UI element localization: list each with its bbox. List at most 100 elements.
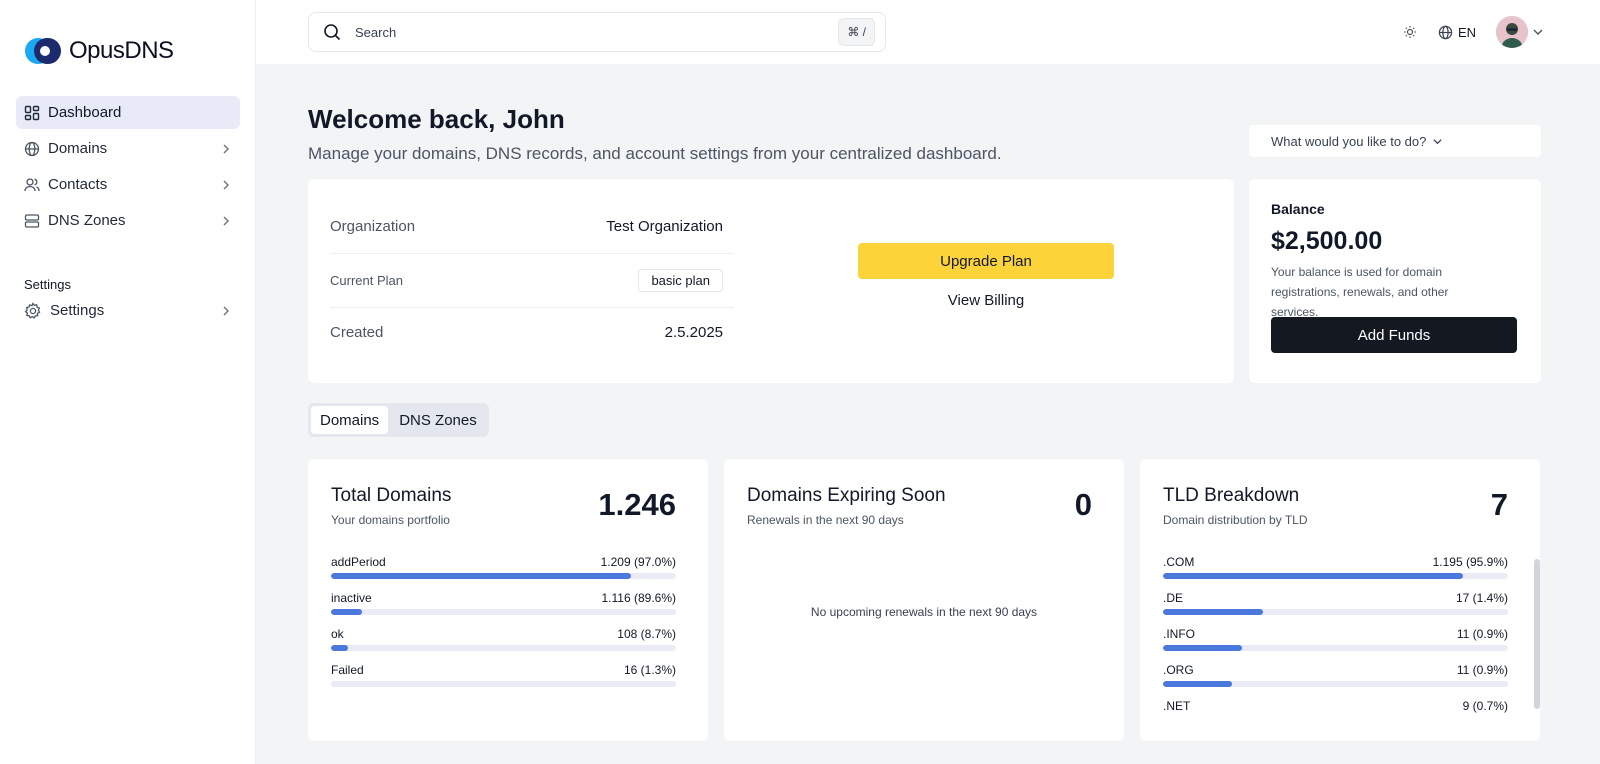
card-subtitle: Your domains portfolio xyxy=(331,513,450,527)
balance-description: Your balance is used for domain registra… xyxy=(1271,265,1449,319)
sidebar-item-domains[interactable]: Domains xyxy=(16,132,240,165)
main-content: Welcome back, John Manage your domains, … xyxy=(256,64,1600,764)
row-label: .ORG xyxy=(1163,663,1194,677)
card-count: 7 xyxy=(1490,487,1508,522)
brand-name: OpusDNS xyxy=(69,37,174,64)
quick-action-select[interactable]: What would you like to do? xyxy=(1249,125,1541,157)
row-value: 17 (1.4%) xyxy=(1455,591,1508,605)
divider xyxy=(330,307,734,308)
organization-card: Organization Test Organization Current P… xyxy=(308,179,1234,383)
total-domains-card: Total Domains Your domains portfolio 1.2… xyxy=(308,459,708,741)
users-icon xyxy=(24,177,40,193)
card-title: TLD Breakdown xyxy=(1163,485,1300,506)
list-item: Failed 16 (1.3%) xyxy=(331,663,676,699)
card-subtitle: Domain distribution by TLD xyxy=(1163,513,1308,527)
progress-fill xyxy=(1163,681,1232,687)
theme-toggle-sun-icon[interactable] xyxy=(1402,24,1418,40)
topbar-actions: EN xyxy=(1402,14,1544,50)
progress-track xyxy=(1163,609,1508,615)
gear-icon xyxy=(24,301,42,320)
tld-breakdown-list: .COM 1.195 (95.9%) .DE 17 (1.4%) .INFO 11 (… xyxy=(1163,555,1508,735)
logo-mark-icon xyxy=(25,38,61,64)
plan-badge: basic plan xyxy=(638,269,723,292)
row-value: 1.209 (97.0%) xyxy=(600,555,676,569)
sidebar-item-label: Domains xyxy=(48,140,108,157)
scrollbar[interactable] xyxy=(1534,559,1540,709)
created-value: 2.5.2025 xyxy=(664,324,723,341)
search-box[interactable]: ⌘ / xyxy=(308,12,886,52)
progress-fill xyxy=(331,645,349,651)
logo[interactable]: OpusDNS xyxy=(25,37,174,65)
tab-dns-zones[interactable]: DNS Zones xyxy=(399,411,477,429)
expiring-domains-card: Domains Expiring Soon Renewals in the ne… xyxy=(724,459,1124,741)
server-icon xyxy=(24,213,40,229)
globe-icon xyxy=(24,141,40,157)
search-icon xyxy=(323,23,341,41)
progress-track xyxy=(1163,645,1508,651)
page-subtitle: Manage your domains, DNS records, and ac… xyxy=(308,144,1002,163)
add-funds-button[interactable]: Add Funds xyxy=(1271,317,1517,353)
created-label: Created xyxy=(330,324,384,341)
stats-tabs: Domains DNS Zones xyxy=(308,403,489,437)
tld-breakdown-card: TLD Breakdown Domain distribution by TLD… xyxy=(1140,459,1540,741)
upgrade-plan-button[interactable]: Upgrade Plan xyxy=(858,243,1114,279)
search-input[interactable] xyxy=(355,24,839,40)
balance-label: Balance xyxy=(1271,201,1325,217)
row-label: .COM xyxy=(1163,555,1195,569)
progress-track xyxy=(331,645,676,651)
tab-domains[interactable]: Domains xyxy=(311,406,389,434)
card-count: 1.246 xyxy=(598,487,676,522)
sidebar-item-label: Contacts xyxy=(48,176,108,193)
language-label: EN xyxy=(1457,24,1476,40)
progress-track xyxy=(1163,573,1508,579)
user-menu[interactable] xyxy=(1496,16,1544,48)
settings-heading: Settings xyxy=(24,277,71,292)
progress-fill xyxy=(331,573,632,579)
row-label: .INFO xyxy=(1163,627,1195,641)
list-item: addPeriod 1.209 (97.0%) xyxy=(331,555,676,591)
sidebar-item-settings[interactable]: Settings xyxy=(16,294,240,327)
view-billing-link[interactable]: View Billing xyxy=(947,292,1025,309)
sidebar-item-contacts[interactable]: Contacts xyxy=(16,168,240,201)
row-value: 11 (0.9%) xyxy=(1456,627,1508,641)
sidebar-item-label: Settings xyxy=(50,302,105,319)
progress-fill xyxy=(1163,609,1264,615)
settings-nav: Settings xyxy=(16,294,240,330)
list-item: .ORG 11 (0.9%) xyxy=(1163,663,1508,699)
card-header: Domains Expiring Soon Renewals in the ne… xyxy=(747,485,1092,527)
row-label: addPeriod xyxy=(331,555,386,569)
sidebar-item-dashboard[interactable]: Dashboard xyxy=(16,96,240,129)
progress-track xyxy=(1163,681,1508,687)
chevron-down-icon xyxy=(1532,26,1544,38)
card-title: Domains Expiring Soon xyxy=(747,485,946,506)
chevron-right-icon xyxy=(220,179,232,191)
card-header: TLD Breakdown Domain distribution by TLD… xyxy=(1163,485,1508,527)
chevron-right-icon xyxy=(220,143,232,155)
plan-label: Current Plan xyxy=(330,273,403,288)
chevron-right-icon xyxy=(220,305,232,317)
divider xyxy=(330,253,734,254)
row-label: .DE xyxy=(1163,591,1184,605)
quick-action-label: What would you like to do? xyxy=(1271,133,1427,149)
list-item: .NET 9 (0.7%) xyxy=(1163,699,1508,735)
language-selector[interactable]: EN xyxy=(1438,25,1476,40)
organization-label: Organization xyxy=(330,218,416,235)
sidebar-item-label: DNS Zones xyxy=(48,212,126,229)
card-header: Total Domains Your domains portfolio 1.2… xyxy=(331,485,676,527)
empty-state-message: No upcoming renewals in the next 90 days xyxy=(810,605,1038,619)
card-subtitle: Renewals in the next 90 days xyxy=(747,513,904,527)
search-shortcut: ⌘ / xyxy=(838,18,875,46)
organization-value: Test Organization xyxy=(606,218,723,235)
sidebar: OpusDNS Dashboard Domains Contacts xyxy=(0,0,256,764)
card-count: 0 xyxy=(1074,487,1092,522)
progress-fill xyxy=(1163,645,1243,651)
row-value: 1.116 (89.6%) xyxy=(601,591,677,605)
avatar xyxy=(1496,16,1528,48)
row-value: 108 (8.7%) xyxy=(617,627,676,641)
row-label: inactive xyxy=(331,591,372,605)
list-item: .COM 1.195 (95.9%) xyxy=(1163,555,1508,591)
created-row: Created 2.5.2025 xyxy=(330,324,723,341)
progress-track xyxy=(331,609,676,615)
progress-track xyxy=(331,681,676,687)
sidebar-item-dns-zones[interactable]: DNS Zones xyxy=(16,204,240,237)
